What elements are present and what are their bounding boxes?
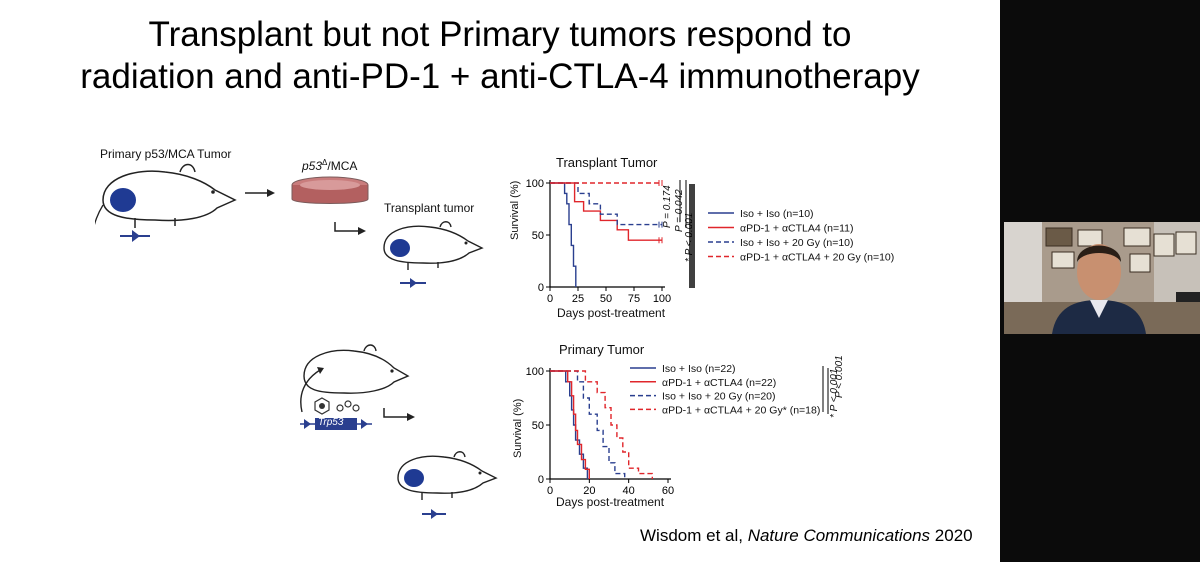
- bent-arrow-icon: [334, 222, 366, 235]
- transplant-survival-chart: 0 25 50 75 100 0 50 100: [526, 178, 672, 305]
- y-tick-label: 0: [538, 282, 544, 294]
- citation-year: 2020: [930, 526, 973, 545]
- chart2-significance-brackets: [822, 366, 829, 414]
- legend-label: αPD-1 + αCTLA4 + 20 Gy (n=10): [740, 252, 894, 264]
- x-tick-label: 0: [547, 293, 553, 305]
- x-tick-label: 75: [628, 293, 640, 305]
- transplant-mouse-illustration: [383, 221, 484, 270]
- citation-authors: Wisdom et al,: [640, 526, 748, 545]
- culture-dish-icon: [291, 176, 369, 204]
- legend-label: Iso + Iso (n=10): [740, 208, 814, 220]
- y-tick-label: 50: [532, 230, 544, 242]
- chart1-xlabel: Days post-treatment: [557, 306, 666, 320]
- tumor-mass-icon: [110, 188, 136, 212]
- legend-label: αPD-1 + αCTLA4 + 20 Gy* (n=18): [662, 404, 820, 416]
- chart2-ylabel: Survival (%): [512, 398, 524, 458]
- gene-marker-icon: [400, 278, 426, 288]
- chart1-ylabel: Survival (%): [509, 180, 521, 240]
- legend-label: Iso + Iso (n=22): [662, 363, 736, 375]
- primary-tumor-label: Primary p53/MCA Tumor: [100, 147, 232, 161]
- chart1-legend: Iso + Iso (n=10) αPD-1 + αCTLA4 (n=11) Iso…: [708, 208, 894, 264]
- x-tick-label: 50: [600, 293, 612, 305]
- x-tick-label: 20: [583, 485, 595, 497]
- slide-title-line2: radiation and anti-PD-1 + anti-CTLA-4 im…: [80, 57, 920, 96]
- chart1-significance-brackets: [679, 180, 695, 288]
- presenter-video-frame: [1004, 222, 1200, 334]
- survival-curve-blue-dashed: [550, 370, 626, 479]
- slide: Transplant but not Primary tumors respon…: [0, 0, 1000, 562]
- gene-marker-icon: [422, 509, 446, 519]
- presenter-video-thumbnail[interactable]: [1004, 222, 1200, 334]
- dish-label: p53Δ/MCA: [302, 158, 358, 173]
- chart2-pvalue-2: * P < 0.001: [829, 368, 840, 418]
- tumor-bearing-mouse-illustration: [397, 451, 498, 500]
- bent-arrow-icon: [383, 408, 415, 421]
- citation: Wisdom et al, Nature Communications 2020: [640, 526, 973, 546]
- transplant-tumor-label: Transplant tumor: [384, 201, 475, 215]
- y-tick-label: 100: [526, 366, 544, 378]
- legend-label: αPD-1 + αCTLA4 (n=11): [740, 223, 854, 235]
- primary-model-mouse-illustration: [300, 344, 410, 413]
- survival-curve-blue-dashed: [550, 182, 662, 226]
- virus-particle-icon: [314, 397, 360, 415]
- chart1-title: Transplant Tumor: [556, 155, 658, 170]
- arrow-icon: [245, 189, 275, 197]
- legend-label: Iso + Iso + 20 Gy (n=20): [662, 391, 776, 403]
- tumor-mass-icon: [404, 469, 424, 487]
- y-tick-label: 50: [532, 420, 544, 432]
- tumor-mass-icon: [390, 239, 410, 257]
- y-tick-label: 0: [538, 474, 544, 486]
- x-tick-label: 0: [547, 485, 553, 497]
- citation-journal: Nature Communications: [747, 526, 931, 545]
- x-tick-label: 40: [623, 485, 635, 497]
- primary-survival-chart: 0 20 40 60 0 50 100: [526, 366, 674, 497]
- survival-curve-red-solid: [550, 370, 590, 479]
- trp53-gene-construct-icon: [300, 418, 372, 430]
- trp53-label: Trp53: [318, 417, 344, 428]
- legend-label: αPD-1 + αCTLA4 (n=22): [662, 377, 776, 389]
- chart2-xlabel: Days post-treatment: [556, 495, 665, 509]
- legend-label: Iso + Iso + 20 Gy (n=10): [740, 237, 854, 249]
- survival-curve-blue-solid: [550, 182, 577, 287]
- slide-title: Transplant but not Primary tumors respon…: [20, 14, 980, 98]
- chart2-legend: Iso + Iso (n=22) αPD-1 + αCTLA4 (n=22) Iso…: [630, 363, 820, 416]
- survival-curve-red-solid: [550, 182, 662, 241]
- chart2-title: Primary Tumor: [559, 342, 645, 357]
- y-tick-label: 100: [526, 178, 544, 190]
- slide-title-line1: Transplant but not Primary tumors respon…: [148, 15, 852, 54]
- x-tick-label: 100: [653, 293, 671, 305]
- chart1-pvalue-1: P = 0.174: [662, 185, 673, 228]
- x-tick-label: 25: [572, 293, 584, 305]
- survival-curve-blue-solid: [550, 370, 589, 479]
- survival-curve-red-dashed: [550, 370, 653, 479]
- x-tick-label: 60: [662, 485, 674, 497]
- primary-mouse-illustration: [95, 163, 237, 228]
- gene-marker-icon: [120, 230, 150, 242]
